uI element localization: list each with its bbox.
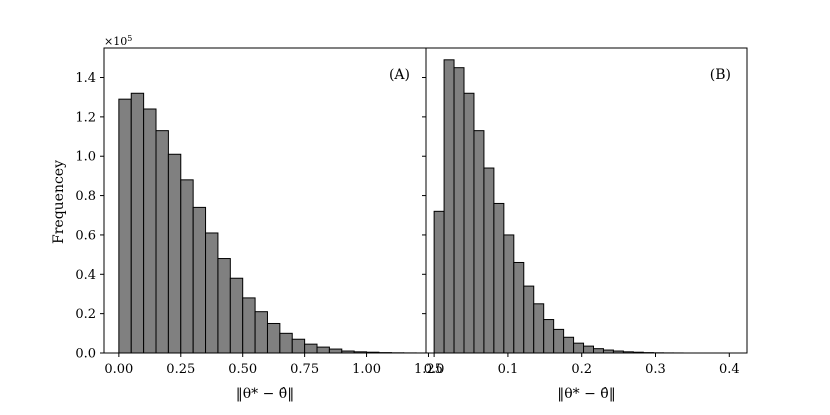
histogram-bar [583,345,595,354]
histogram-bar [563,336,575,354]
histogram-bar [242,297,256,354]
histogram-bar [304,343,318,354]
histogram-bar [453,67,465,354]
histogram-bar [543,319,555,354]
histogram-bar [433,210,445,354]
y-axis-multiplier: ×105 [104,34,132,48]
histogram-bar [503,234,515,354]
panel-label-b: (B) [710,67,731,83]
histogram-bar [229,277,244,354]
histogram-bar [473,130,485,354]
histogram-bar [513,261,525,354]
histogram-bar [279,332,293,354]
y-tick-label: 0.0 [75,347,96,362]
x-tick-label: 0.2 [571,362,592,377]
histogram-bar [463,92,475,354]
histogram-bar [523,285,535,354]
histogram-bar [291,338,306,354]
y-tick-label: 1.0 [75,150,96,165]
histogram-bar [553,328,565,354]
histogram-bar [328,348,343,354]
x-axis-label-b: ‖θ* − θ̂‖ [557,386,616,402]
histogram-bar [483,167,495,354]
panel-b: 0.0 0.1 0.2 0.3 0.4 ‖θ* − θ̂‖ (B) [422,47,748,402]
y-tick-label: 0.6 [75,228,96,243]
x-tick-label: 0.75 [290,362,319,377]
panel-a: 0.00 0.25 0.50 0.75 1.00 1.250.00.20.40.60.81… [75,47,443,402]
x-tick-label: 1.25 [414,362,443,377]
histogram-bar [493,202,505,354]
x-tick-label: 1.00 [352,362,381,377]
x-tick-label: 0.25 [166,362,195,377]
histogram-bar [593,348,604,354]
histogram-bar [143,108,157,354]
y-tick-label: 0.2 [75,307,96,322]
y-axis-label: Frequencey [51,160,67,244]
histogram-bar [205,232,219,354]
histogram-bar [118,98,132,354]
y-tick-label: 0.8 [75,189,96,204]
x-tick-label: 0.00 [104,362,133,377]
histogram-bar [254,311,268,354]
histogram-bar [573,342,585,354]
histogram-bar [443,59,455,354]
y-tick-label: 0.4 [75,268,96,283]
x-tick-label: 0.50 [228,362,257,377]
x-tick-label: 0.3 [645,362,666,377]
x-tick-label: 0.1 [498,362,519,377]
plot-frame-b [425,47,748,354]
histogram-bar [192,206,207,354]
panel-label-a: (A) [389,67,410,83]
histogram-bar [217,258,231,354]
histogram-bar [533,303,545,354]
histogram-bar [266,322,281,354]
histogram-bar [130,92,145,354]
histogram-bar [155,130,169,354]
histogram-bar [316,346,330,354]
histogram-bar [167,153,182,354]
x-tick-label: 0.0 [424,362,445,377]
x-tick-label: 0.4 [719,362,740,377]
y-axis-multiplier-exponent: 5 [127,34,132,43]
histogram-bar [180,179,194,354]
y-tick-label: 1.4 [75,71,96,86]
y-tick-label: 1.2 [75,110,96,125]
y-axis-multiplier-base: ×10 [104,35,127,48]
x-axis-label-a: ‖θ* − θ̂‖ [236,386,295,402]
